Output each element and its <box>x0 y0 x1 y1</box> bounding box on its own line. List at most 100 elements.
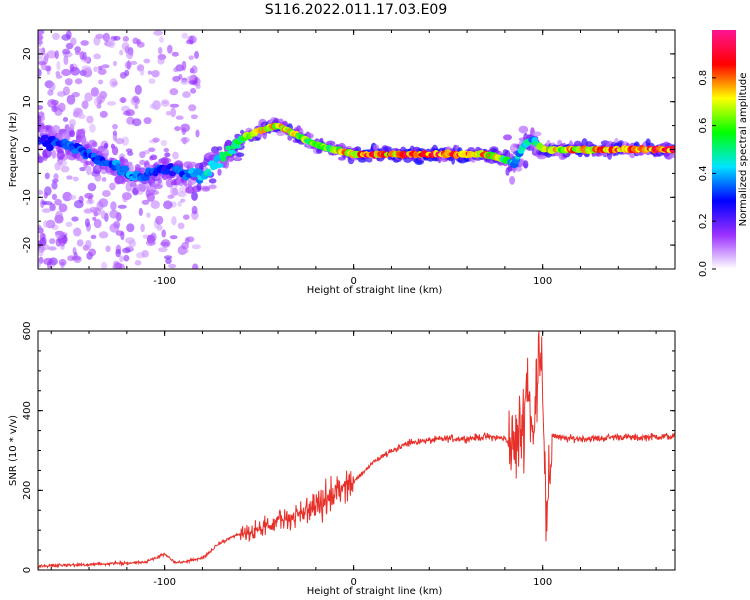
spectrogram-noise-blob <box>79 51 85 60</box>
spectrogram-noise-blob <box>113 35 121 41</box>
spectrogram-noise-blob <box>117 204 127 209</box>
snr-y-ticks: 0 200 400 600 <box>22 321 675 573</box>
spectrogram-noise-blob <box>38 47 43 53</box>
spectrogram-noise-blob <box>127 151 134 157</box>
spectrogram-noise-blob <box>163 200 173 210</box>
spectrogram-noise-blob <box>66 175 73 180</box>
spectrogram-noise-blob <box>77 113 86 120</box>
spectrogram-noise-blob <box>48 246 57 251</box>
spectrogram-noise-blob <box>119 97 127 103</box>
spectrogram-noise-blob <box>38 189 44 196</box>
spectrogram-halo-blob <box>153 184 163 190</box>
snr-x-tick-label: 0 <box>350 577 356 588</box>
spectrogram-noise-blob <box>102 32 110 42</box>
spectrogram-noise-blob <box>163 147 169 153</box>
spectrogram-noise-blob <box>47 99 57 108</box>
spectrogram-noise-blob <box>93 97 99 106</box>
spectrogram-halo-blob <box>51 149 57 159</box>
spectrogram-noise-blob <box>115 248 121 258</box>
spectrogram-noise-blob <box>142 234 149 239</box>
spectrogram-noise-blob <box>62 117 69 122</box>
spectrogram-noise-blob <box>38 105 44 110</box>
spectrogram-noise-blob <box>49 238 56 245</box>
snr-frame <box>37 330 676 571</box>
spectrogram-halo-blob <box>38 156 44 164</box>
spectrogram-noise-blob <box>112 123 118 130</box>
spectrogram-noise-blob <box>101 177 107 182</box>
spectrogram-noise-blob <box>102 190 111 197</box>
spectrogram-noise-blob <box>71 216 79 222</box>
spectrogram-noise-blob <box>190 114 198 120</box>
spectrogram-halo-blob <box>91 141 98 148</box>
snr-line-group <box>38 331 675 570</box>
spectrogram-noise-blob <box>76 239 84 247</box>
spectrogram-ridge-blob <box>168 170 177 177</box>
spectrogram-noise-blob <box>170 107 177 118</box>
colorbar-tick-label: 0.6 <box>698 118 709 134</box>
spectrogram-noise-blob <box>172 75 181 82</box>
spectrogram-noise-blob <box>183 248 189 254</box>
spectrogram-noise-blob <box>184 237 190 245</box>
spectrogram-noise-blob <box>134 260 142 266</box>
spectrogram-noise-blob <box>111 81 118 86</box>
spectrogram-noise-blob <box>52 32 60 41</box>
spectrogram-noise-blob <box>152 137 160 143</box>
spectrogram-noise-blob <box>72 247 77 255</box>
spectrogram-noise-blob <box>101 210 106 220</box>
spectrogram-noise-blob <box>177 222 185 230</box>
spectrogram-noise-blob <box>195 84 201 89</box>
spectrogram-noise-blob <box>194 50 199 59</box>
spectrogram-y-tick-label: 10 <box>22 95 33 108</box>
spectrogram-noise-blob <box>191 244 201 250</box>
spectrogram-noise-blob <box>157 47 163 55</box>
spectrogram-noise-blob <box>124 61 132 69</box>
spectrogram-noise-blob <box>51 181 58 190</box>
spectrogram-noise-blob <box>157 57 165 65</box>
spectrogram-halo-blob <box>69 130 75 138</box>
spectrogram-noise-blob <box>185 39 194 45</box>
spectrogram-noise-blob <box>110 201 117 211</box>
spectrogram-noise-blob <box>41 208 52 213</box>
spectrogram-noise-blob <box>177 201 182 207</box>
spectrogram-halo-blob <box>165 178 174 188</box>
spectrogram-noise-blob <box>48 81 56 92</box>
spectrogram-ridge-blob <box>225 145 232 151</box>
spectrogram-ridge-blob <box>211 162 219 170</box>
spectrogram-halo-blob <box>208 184 217 190</box>
spectrogram-noise-blob <box>150 200 160 209</box>
spectrogram-noise-blob <box>153 30 164 36</box>
snr-x-ticks: -100 0 100 <box>50 331 657 588</box>
spectrogram-noise-blob <box>73 227 82 237</box>
spectrogram-y-tick-label: 0 <box>22 146 33 152</box>
spectrogram-noise-blob <box>96 95 106 103</box>
spectrogram-halo-blob <box>537 154 547 160</box>
colorbar-tick-label: 0.2 <box>698 213 709 229</box>
spectrogram-noise-blob <box>55 230 65 239</box>
spectrogram-noise-blob <box>38 256 44 264</box>
spectrogram-noise-blob <box>132 95 139 103</box>
spectrogram-noise-blob <box>181 127 187 135</box>
spectrogram-halo-blob <box>235 152 245 157</box>
spectrogram-noise-blob <box>115 230 124 236</box>
spectrogram-noise-blob <box>180 137 190 143</box>
spectrogram-noise-blob <box>140 223 145 233</box>
spectrogram-noise-blob <box>96 200 104 211</box>
spectrogram-noise-blob <box>49 203 56 212</box>
spectrogram-y-ticks: -20 -10 0 10 20 <box>22 29 675 270</box>
spectrogram-noise-blob <box>38 40 44 45</box>
spectrogram-noise-blob <box>73 255 82 263</box>
spectrogram-noise-blob <box>81 65 92 71</box>
colorbar: 0.0 0.2 0.4 0.6 0.8 Normalized spectral ampl… <box>698 30 749 277</box>
spectrogram-noise-blob <box>145 240 156 246</box>
spectrogram-noise-blob <box>43 220 49 228</box>
spectrogram-noise-blob <box>43 192 48 199</box>
spectrogram-noise-blob <box>113 60 117 67</box>
spectrogram-noise-blob <box>147 70 152 75</box>
spectrogram-noise-blob <box>84 208 91 214</box>
spectrogram-noise-blob <box>115 138 125 145</box>
spectrogram-noise-blob <box>188 80 198 86</box>
spectrogram-y-axis-label: Frequency (Hz) <box>8 112 19 188</box>
spectrogram-noise-blob <box>139 67 145 76</box>
spectrogram-halo-blob <box>669 153 675 158</box>
spectrogram-halo-blob <box>164 152 171 158</box>
